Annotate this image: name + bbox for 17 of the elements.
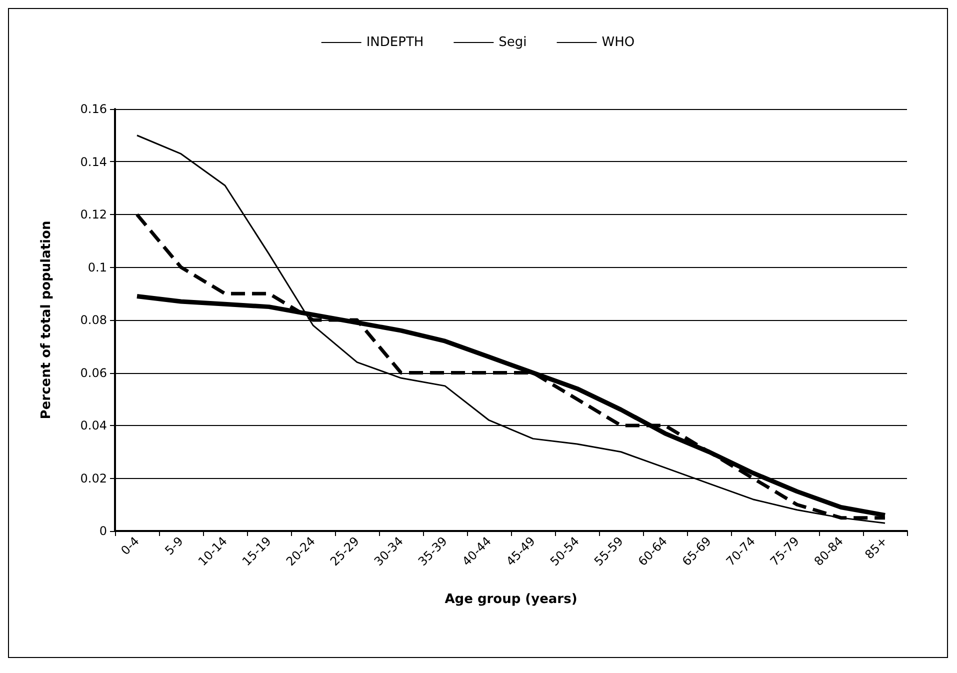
y-axis-title: Percent of total population xyxy=(39,220,54,420)
x-axis-title: Age group (years) xyxy=(444,592,578,607)
y-tick-label: 0.1 xyxy=(88,260,107,274)
y-tick-label: 0 xyxy=(99,524,107,538)
x-tick-label: 85+ xyxy=(862,534,890,562)
y-tick-label: 0.14 xyxy=(80,154,107,169)
y-tick-label: 0.02 xyxy=(80,471,107,486)
legend-label: INDEPTH xyxy=(366,35,424,50)
y-tick-label: 0.06 xyxy=(80,366,107,380)
y-tick-label: 0.04 xyxy=(80,418,107,432)
y-tick-label: 0.12 xyxy=(80,208,107,222)
y-tick-label: 0.08 xyxy=(80,313,107,327)
y-tick-label: 0.16 xyxy=(80,102,107,116)
x-tick-label: 5-9 xyxy=(162,534,186,558)
legend-label: WHO xyxy=(602,35,635,50)
legend-label: Segi xyxy=(498,35,527,50)
x-tick-label: 0-4 xyxy=(118,534,142,558)
